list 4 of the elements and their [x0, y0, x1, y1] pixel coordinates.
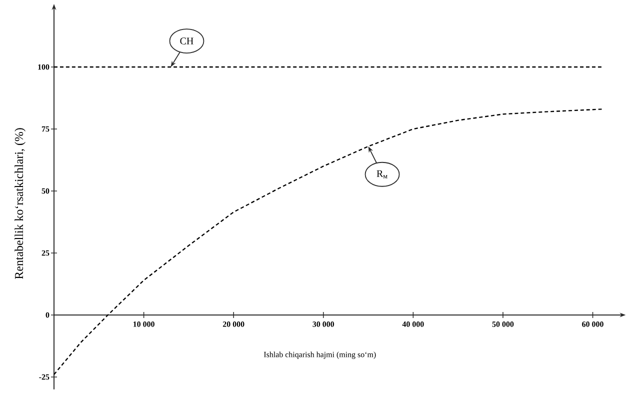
text: R$_{м}$ [376, 170, 388, 178]
line-series [53, 108, 602, 376]
y-axis-title: Rentabellik ko‘rsatkichlari, (%) [14, 128, 26, 279]
text: CH [180, 38, 194, 44]
